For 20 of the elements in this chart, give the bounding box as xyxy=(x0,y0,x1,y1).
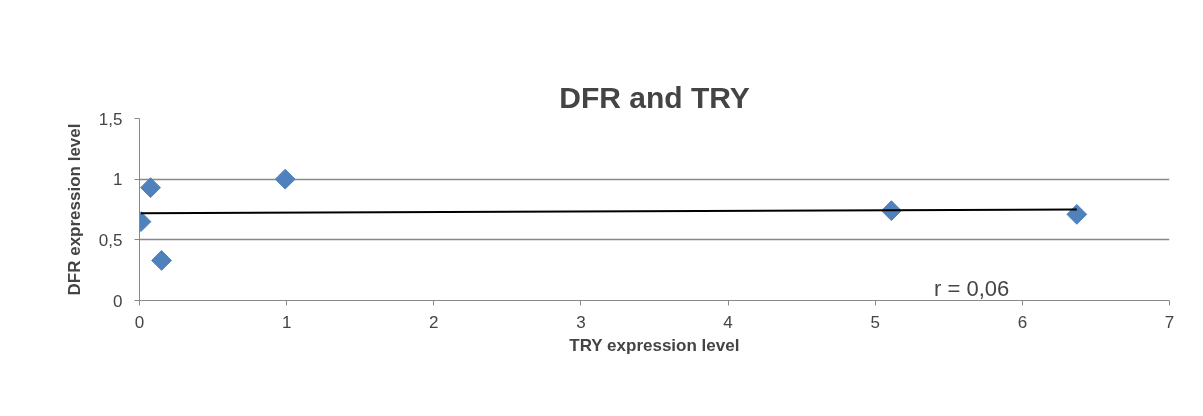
x-tick-label: 6 xyxy=(1017,312,1028,332)
y-tick-label: 1 xyxy=(113,170,123,190)
x-tick-label: 7 xyxy=(1164,312,1175,332)
x-tick-label: 2 xyxy=(429,312,439,332)
y-axis-title: DFR expression level xyxy=(64,123,84,296)
chart-title: DFR and TRY xyxy=(559,80,750,114)
y-tick-label: 0 xyxy=(113,291,123,311)
annotation: r = 0,06 xyxy=(934,275,1010,301)
point xyxy=(140,177,161,199)
x-axis-title: TRY expression level xyxy=(569,335,740,355)
x-tick-label: 3 xyxy=(576,312,586,332)
point xyxy=(274,168,296,190)
x-tick-label: 5 xyxy=(870,312,880,332)
y-tick-label: 1,5 xyxy=(98,109,123,129)
x-tick-label: 0 xyxy=(134,312,145,332)
x-tick-label: 1 xyxy=(281,312,292,332)
x-tick-label: 4 xyxy=(723,312,733,332)
point xyxy=(151,250,172,271)
y-tick-label: 0,5 xyxy=(98,230,123,250)
point xyxy=(1066,203,1088,225)
